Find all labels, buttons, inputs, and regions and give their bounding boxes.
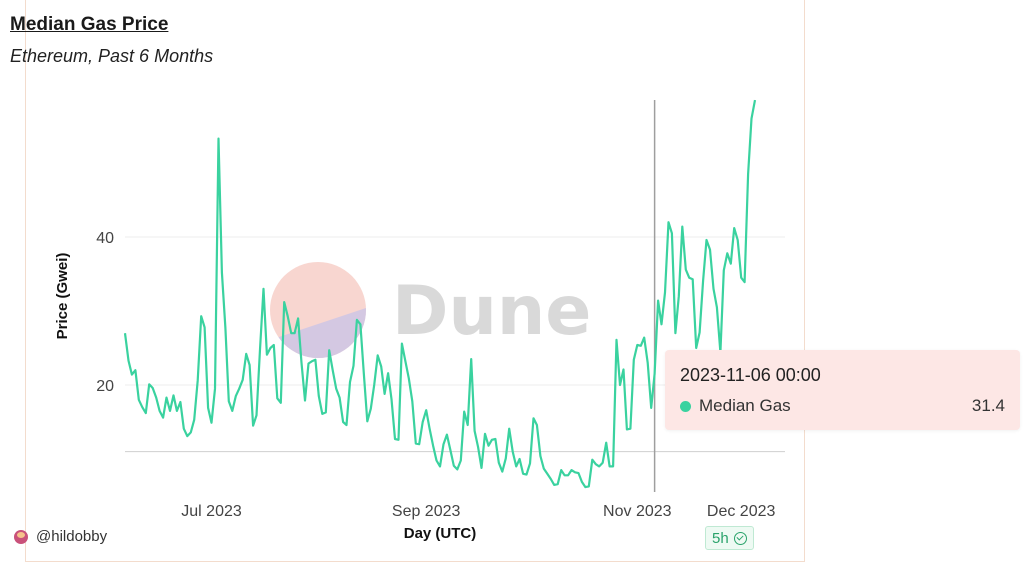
tooltip-series-name: Median Gas	[699, 396, 791, 415]
avatar	[14, 529, 28, 544]
tooltip-row: Median Gas 31.4	[680, 396, 1005, 416]
y-tick-label: 40	[96, 230, 114, 247]
series-line-median-gas	[123, 99, 757, 489]
author-name: @hildobby	[36, 528, 108, 545]
check-circle-icon	[733, 531, 747, 545]
watermark-logo-bottom	[270, 308, 366, 358]
y-axis-label: Price (Gwei)	[54, 253, 71, 340]
x-tick-label: Sep 2023	[392, 503, 461, 520]
dune-watermark: Dune	[270, 262, 591, 358]
x-tick-label: Nov 2023	[603, 503, 672, 520]
chart-card	[25, 0, 805, 562]
y-tick-label: 20	[96, 378, 114, 395]
series-dot-icon	[680, 400, 691, 412]
chart-title[interactable]: Median Gas Price	[10, 14, 169, 35]
x-axis-label: Day (UTC)	[404, 525, 477, 542]
refresh-age: 5h	[712, 529, 729, 547]
refresh-badge[interactable]: 5h	[705, 526, 754, 550]
tooltip-date: 2023-11-06 00:00	[680, 365, 821, 385]
author-link[interactable]: @hildobby	[14, 528, 107, 545]
watermark-text: Dune	[392, 272, 591, 351]
hover-tooltip: 2023-11-06 00:00 Median Gas 31.4	[665, 350, 1020, 430]
x-tick-label: Jul 2023	[181, 503, 242, 520]
axis-ticks: 20 40 Jul 2023 Sep 2023 Nov 2023 Dec 2023	[96, 230, 775, 520]
tooltip-value: 31.4	[971, 396, 1005, 415]
chart-subtitle: Ethereum, Past 6 Months	[10, 46, 214, 66]
x-tick-label: Dec 2023	[707, 503, 776, 520]
